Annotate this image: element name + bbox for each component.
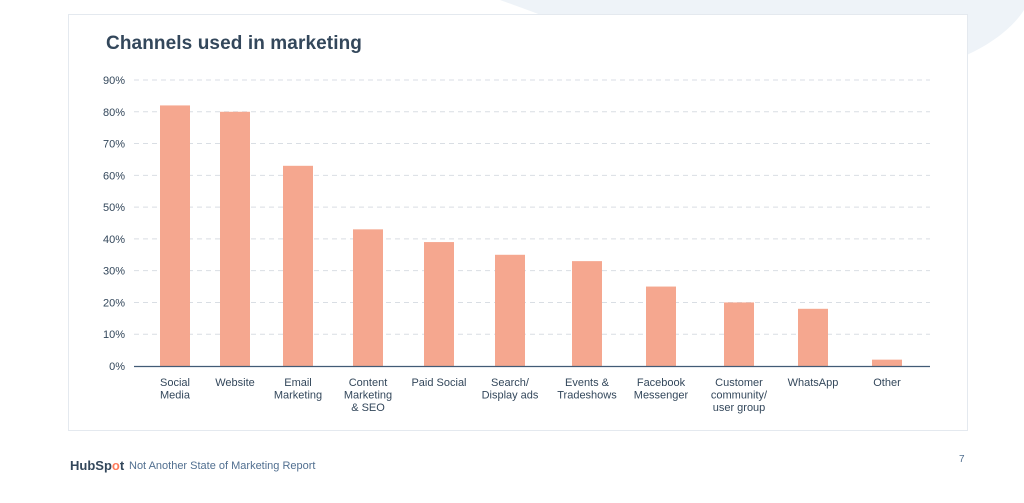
bar [495,254,525,366]
bar [646,286,676,366]
bar [798,308,828,366]
bar [160,105,190,366]
x-tick-label: Events & Tradeshows [557,377,617,402]
bar [220,111,250,367]
y-tick-label: 0% [109,361,125,373]
x-tick-label: Content Marketing & SEO [344,377,392,414]
y-tick-label: 80% [103,107,125,119]
x-tick-label: Email Marketing [274,377,322,402]
bar [724,302,754,366]
x-tick-label: Other [873,377,901,389]
bar [572,261,602,366]
y-tick-label: 10% [103,329,125,341]
y-tick-label: 50% [103,202,125,214]
x-tick-label: Social Media [160,377,191,402]
y-tick-label: 30% [103,266,125,278]
hubspot-logo: HubSpot [70,458,125,473]
y-tick-label: 40% [103,234,125,246]
chart-title: Channels used in marketing [106,33,362,54]
x-tick-label: WhatsApp [788,377,839,389]
y-tick-label: 60% [103,170,125,182]
x-tick-label: Paid Social [411,377,466,389]
y-tick-label: 70% [103,139,125,151]
x-tick-label: Customer community/user group [711,377,768,414]
x-tick-label: Facebook Messenger [634,377,689,402]
x-tick-label: Search/Display ads [482,377,539,402]
bar [872,359,902,366]
page-number: 7 [959,454,965,465]
bar [353,229,383,366]
report-name: Not Another State of Marketing Report [129,460,316,472]
x-tick-label: Website [215,377,255,389]
bar [424,242,454,366]
y-tick-label: 20% [103,297,125,309]
y-tick-label: 90% [103,75,125,87]
bar [283,165,313,366]
